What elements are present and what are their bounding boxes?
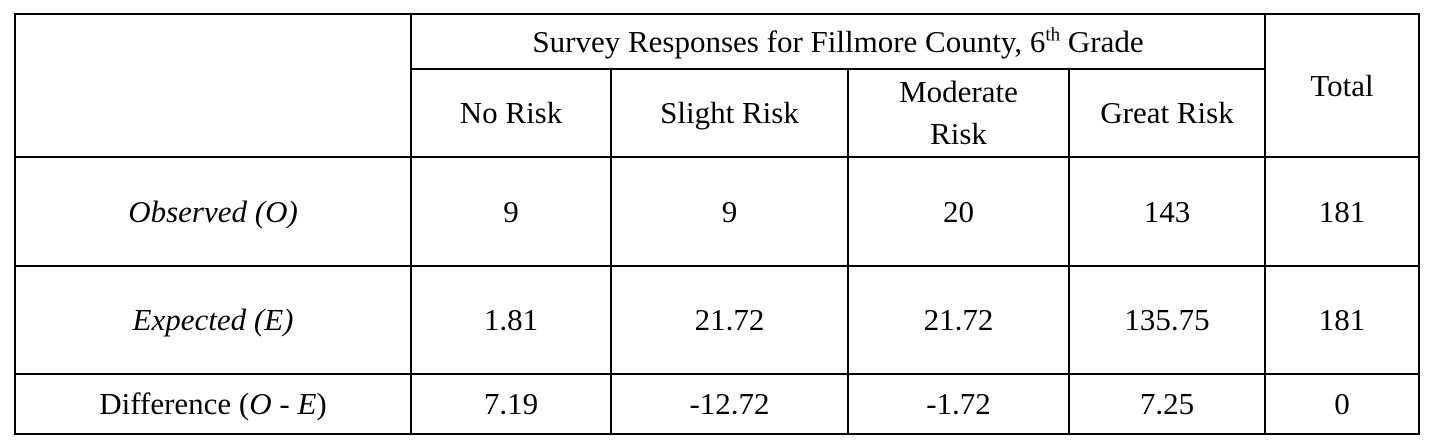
table-cell-total: 181 <box>1264 265 1420 375</box>
column-header-label: No Risk <box>459 95 563 130</box>
column-header-no-risk: No Risk <box>410 68 612 158</box>
difference-label-mid: - <box>271 386 298 421</box>
table-cell: 1.81 <box>410 265 612 375</box>
row-label-difference: Difference (O - E) <box>14 373 412 435</box>
table-cell: 21.72 <box>847 265 1070 375</box>
group-header-suffix: Grade <box>1060 23 1144 59</box>
table-cell: 135.75 <box>1068 265 1266 375</box>
table-cell: 143 <box>1068 156 1266 267</box>
row-label-observed: Observed (O) <box>14 156 412 267</box>
header-row-group: Survey Responses for Fillmore County, 6t… <box>14 13 1420 158</box>
column-header-line1: Moderate <box>899 74 1018 109</box>
group-header-cell: Survey Responses for Fillmore County, 6t… <box>410 13 1266 70</box>
group-header-superscript: th <box>1045 24 1061 46</box>
row-label-expected: Expected (E) <box>14 265 412 375</box>
table-cell: 9 <box>610 156 849 267</box>
table-cell: -12.72 <box>610 373 849 435</box>
total-header-cell: Total <box>1264 13 1420 158</box>
column-header-slight-risk: Slight Risk <box>610 68 849 158</box>
total-header-label: Total <box>1310 67 1374 103</box>
header-row-columns: No Risk Slight Risk Moderate Risk Great R… <box>15 68 1419 158</box>
table-cell: 21.72 <box>610 265 849 375</box>
table-row-expected: Expected (E) 1.81 21.72 21.72 135.75 181 <box>14 265 1420 375</box>
table-cell: 20 <box>847 156 1070 267</box>
group-header-prefix: Survey Responses for Fillmore County, 6 <box>532 23 1046 59</box>
column-header-great-risk: Great Risk <box>1068 68 1266 158</box>
table-cell: 7.19 <box>410 373 612 435</box>
difference-label-e: E <box>297 386 317 421</box>
column-header-label: Moderate Risk <box>899 71 1018 155</box>
column-header-label: Great Risk <box>1100 95 1234 130</box>
difference-label-prefix: Difference ( <box>99 386 250 421</box>
column-header-line2: Risk <box>930 116 987 151</box>
table-row-observed: Observed (O) 9 9 20 143 181 <box>14 156 1420 267</box>
table-cell: 9 <box>410 156 612 267</box>
table-cell-total: 181 <box>1264 156 1420 267</box>
table-cell: 7.25 <box>1068 373 1266 435</box>
column-header-moderate-risk: Moderate Risk <box>847 68 1070 158</box>
table-cell-total: 0 <box>1264 373 1420 435</box>
survey-table: Survey Responses for Fillmore County, 6t… <box>14 13 1420 435</box>
difference-label-o: O <box>249 386 272 421</box>
difference-label-suffix: ) <box>316 386 327 421</box>
corner-cell <box>14 13 412 158</box>
column-header-label: Slight Risk <box>660 95 799 130</box>
table-row-difference: Difference (O - E) 7.19 -12.72 -1.72 7.2… <box>14 373 1420 435</box>
table-cell: -1.72 <box>847 373 1070 435</box>
